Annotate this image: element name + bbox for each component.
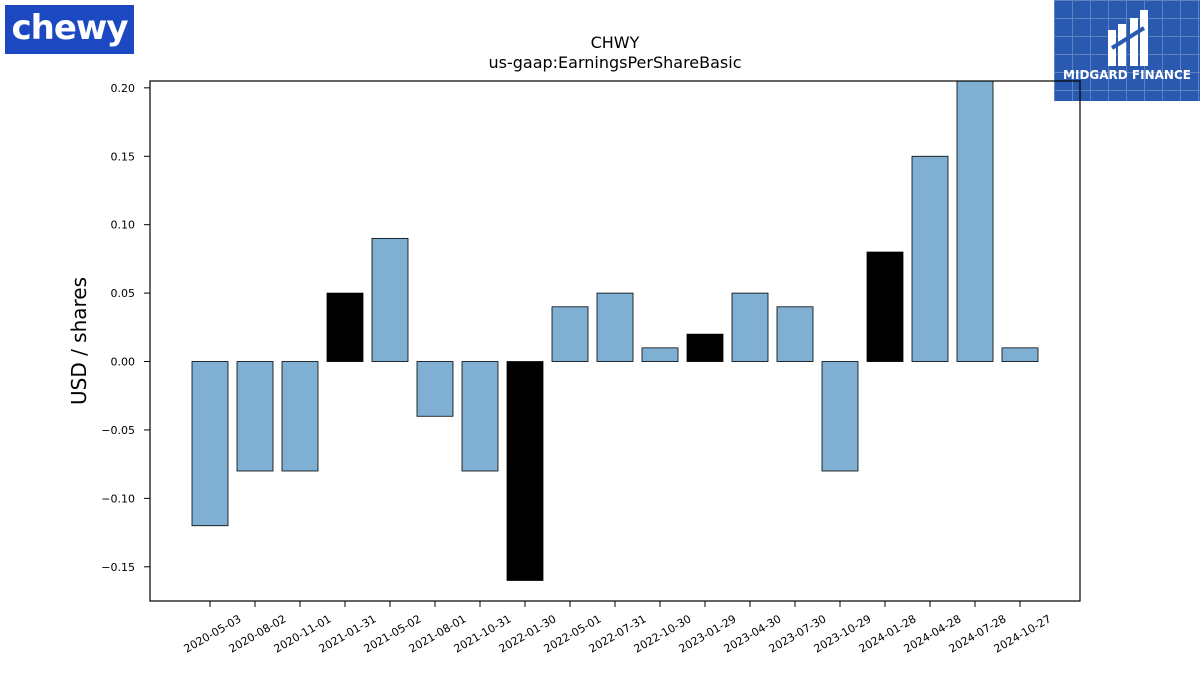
bar-2021-08-01 <box>416 361 454 417</box>
bar-2020-05-03 <box>191 361 229 527</box>
y-tick-label: 0.10 <box>111 219 136 232</box>
chewy-logo: chewy <box>5 5 134 54</box>
logo-grid-pattern <box>1054 0 1200 101</box>
plot-frame <box>149 80 1081 602</box>
y-tick-label: 0.00 <box>111 356 136 369</box>
chart-title: CHWY <box>591 33 640 52</box>
midgard-finance-logo: MIDGARD FINANCE <box>1054 0 1200 101</box>
chart-subtitle: us-gaap:EarningsPerShareBasic <box>488 53 741 72</box>
y-axis: −0.15 −0.10 −0.05 0.00 0.05 0.10 0.15 0.20 <box>101 82 150 574</box>
bar-2024-04-28 <box>911 155 949 362</box>
midgard-logo-text: MIDGARD FINANCE <box>1063 68 1191 82</box>
y-tick-label: 0.05 <box>111 287 136 300</box>
y-tick-label: −0.15 <box>101 561 135 574</box>
bar-2022-10-30 <box>641 347 679 362</box>
chewy-logo-text: chewy <box>11 7 129 48</box>
bar-2021-05-02 <box>371 237 409 362</box>
y-tick-label: 0.15 <box>111 150 136 163</box>
bar-2022-05-01 <box>551 306 589 362</box>
midgard-mark-icon <box>1108 10 1148 66</box>
bar-2022-07-31 <box>596 292 634 362</box>
bar-2021-01-31 <box>326 292 364 362</box>
y-tick-label: −0.05 <box>101 424 135 437</box>
bar-2020-11-01 <box>281 361 319 472</box>
x-axis: 2020-05-032020-08-022020-11-012021-01-31… <box>182 601 1054 656</box>
bar-2024-01-28 <box>866 251 904 362</box>
bar-2022-01-30 <box>506 361 544 581</box>
bars-group <box>191 80 1039 581</box>
bar-2023-10-29 <box>821 361 859 472</box>
bar-2021-10-31 <box>461 361 499 472</box>
bar-2020-08-02 <box>236 361 274 472</box>
bar-2023-01-29 <box>686 333 724 362</box>
bar-2023-07-30 <box>776 306 814 362</box>
bar-2024-10-27 <box>1001 347 1039 362</box>
bar-2024-07-28 <box>956 80 994 362</box>
y-axis-label: USD / shares <box>67 277 91 405</box>
y-tick-label: −0.10 <box>101 492 135 505</box>
bar-2023-04-30 <box>731 292 769 362</box>
y-tick-label: 0.20 <box>111 82 136 95</box>
